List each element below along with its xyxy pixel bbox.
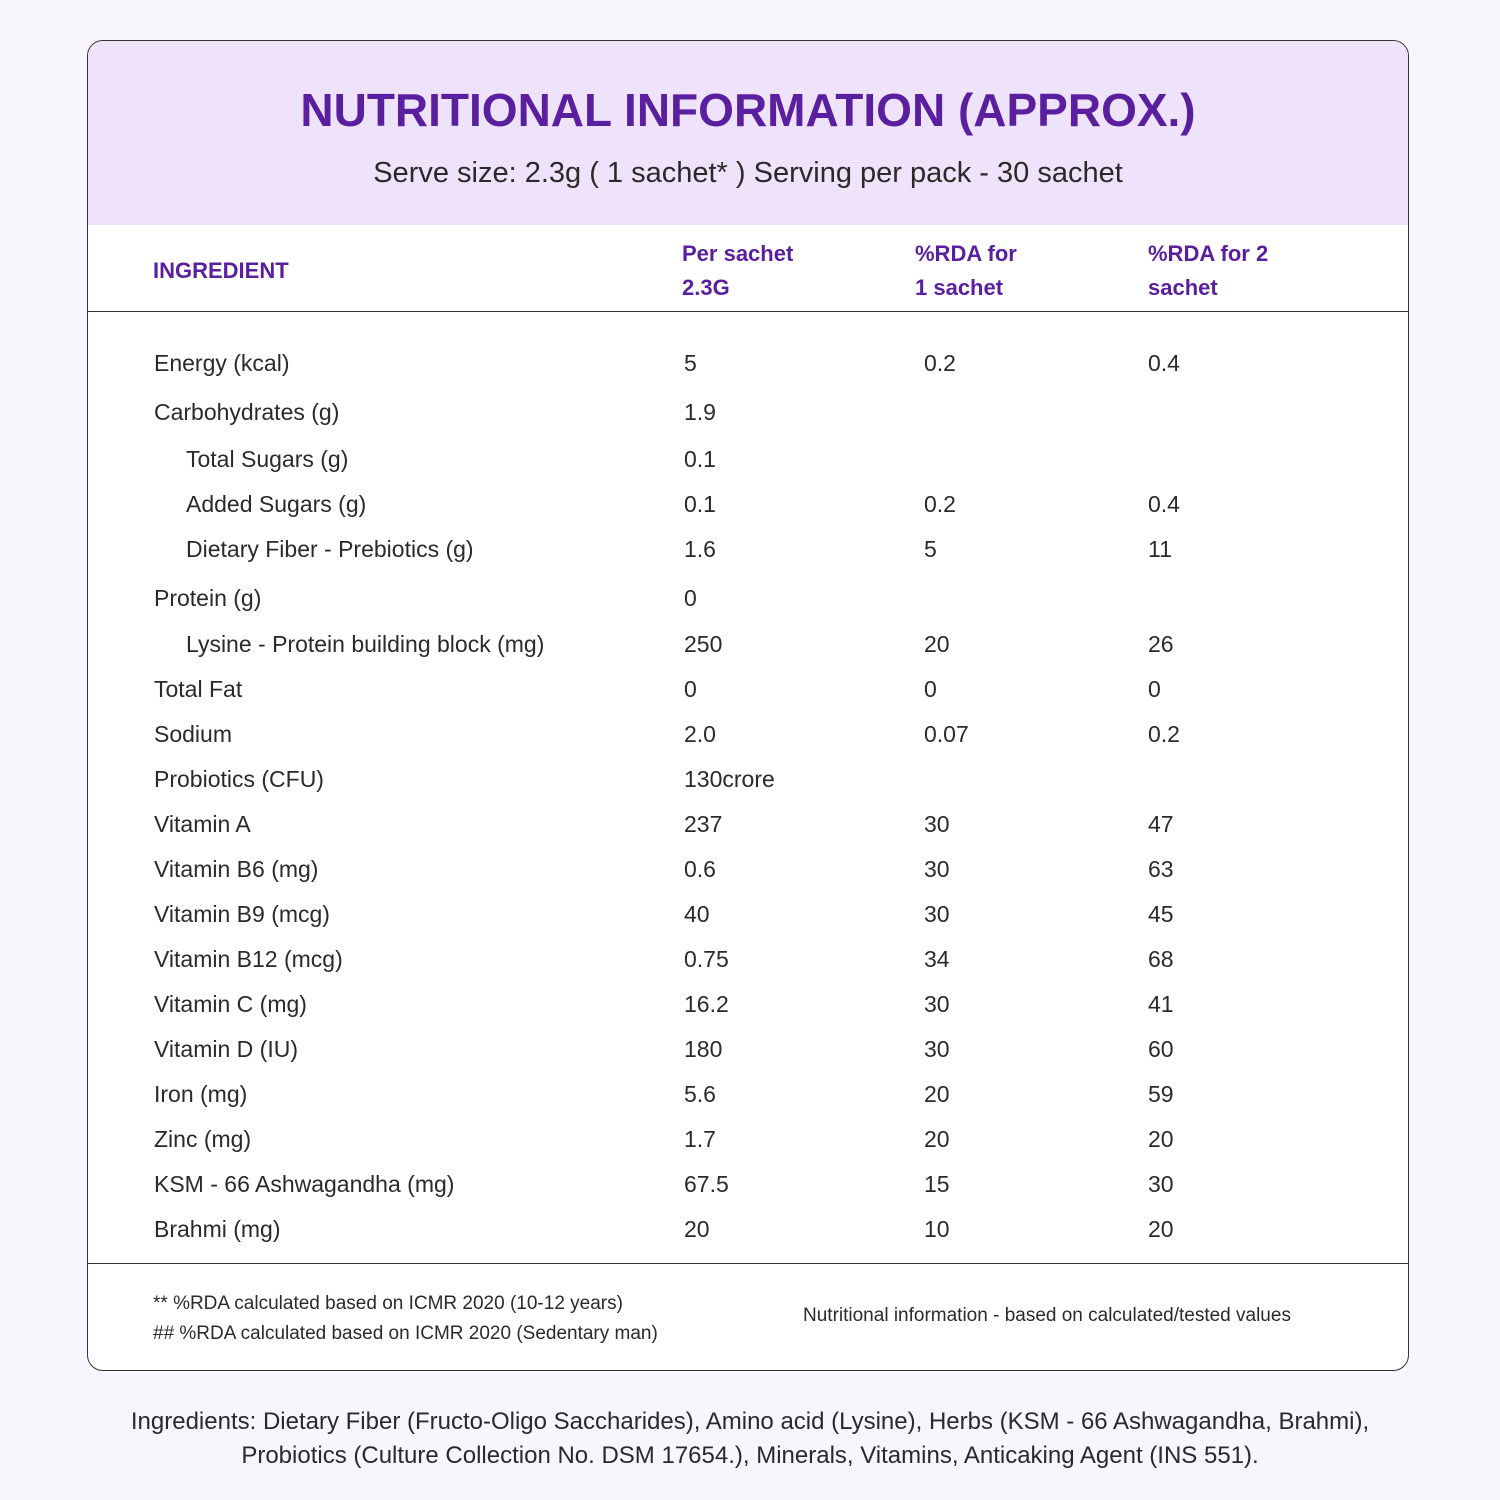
cell-value: 2.0 <box>684 721 716 747</box>
cell-value: 20 <box>924 631 950 657</box>
column-header: INGREDIENT <box>153 258 289 283</box>
cell-value: 30 <box>924 1036 950 1062</box>
cell-value: 30 <box>924 901 950 927</box>
ingredient-name: Sodium <box>154 721 232 747</box>
cell-value: 26 <box>1148 631 1174 657</box>
column-header: sachet <box>1148 275 1218 300</box>
cell-value: 1.9 <box>684 399 716 425</box>
cell-value: 0.2 <box>924 350 956 376</box>
ingredient-name: Carbohydrates (g) <box>154 399 340 425</box>
cell-value: 0 <box>1148 676 1161 702</box>
cell-value: 59 <box>1148 1081 1174 1107</box>
note: Nutritional information - based on calcu… <box>803 1305 1291 1326</box>
cell-value: 0 <box>924 676 937 702</box>
cell-value: 20 <box>684 1216 710 1242</box>
cell-value: 30 <box>1148 1171 1174 1197</box>
cell-value: 30 <box>924 991 950 1017</box>
cell-value: 0.4 <box>1148 350 1180 376</box>
ingredient-name: Zinc (mg) <box>154 1126 252 1152</box>
ingredient-name: Iron (mg) <box>154 1081 248 1107</box>
ingredient-name: Probiotics (CFU) <box>154 766 324 792</box>
footnote: ** %RDA calculated based on ICMR 2020 (1… <box>153 1293 623 1314</box>
ingredient-name: Protein (g) <box>154 585 262 611</box>
cell-value: 0.1 <box>684 491 716 517</box>
cell-value: 47 <box>1148 811 1174 837</box>
cell-value: 5.6 <box>684 1081 716 1107</box>
cell-value: 0.1 <box>684 446 716 472</box>
ingredient-name: Brahmi (mg) <box>154 1216 281 1242</box>
cell-value: 15 <box>924 1171 950 1197</box>
ingredient-name: Total Sugars (g) <box>186 446 349 472</box>
cell-value: 30 <box>924 856 950 882</box>
divider <box>88 1263 1408 1264</box>
cell-value: 180 <box>684 1036 723 1062</box>
column-header: Per sachet <box>682 241 794 266</box>
cell-value: 20 <box>1148 1216 1174 1242</box>
ingredient-name: KSM - 66 Ashwagandha (mg) <box>154 1171 455 1197</box>
cell-value: 20 <box>1148 1126 1174 1152</box>
ingredients-line: Probiotics (Culture Collection No. DSM 1… <box>241 1442 1259 1469</box>
footnote: ## %RDA calculated based on ICMR 2020 (S… <box>153 1323 658 1344</box>
cell-value: 40 <box>684 901 710 927</box>
cell-value: 34 <box>924 946 950 972</box>
cell-value: 0.75 <box>684 946 729 972</box>
cell-value: 10 <box>924 1216 950 1242</box>
cell-value: 5 <box>684 350 697 376</box>
cell-value: 0.4 <box>1148 491 1180 517</box>
ingredient-name: Vitamin B9 (mcg) <box>154 901 330 927</box>
cell-value: 60 <box>1148 1036 1174 1062</box>
column-header: 1 sachet <box>915 275 1004 300</box>
cell-value: 130crore <box>684 766 775 792</box>
ingredient-name: Energy (kcal) <box>154 350 290 376</box>
cell-value: 1.6 <box>684 536 716 562</box>
ingredient-name: Vitamin A <box>154 811 251 837</box>
cell-value: 67.5 <box>684 1171 729 1197</box>
divider <box>88 311 1408 312</box>
header-band <box>88 41 1408 225</box>
cell-value: 0.07 <box>924 721 969 747</box>
cell-value: 5 <box>924 536 937 562</box>
cell-value: 63 <box>1148 856 1174 882</box>
column-header: %RDA for <box>915 241 1017 266</box>
cell-value: 0.2 <box>1148 721 1180 747</box>
cell-value: 0 <box>684 585 697 611</box>
cell-value: 41 <box>1148 991 1174 1017</box>
ingredient-name: Total Fat <box>154 676 243 702</box>
ingredient-name: Vitamin B6 (mg) <box>154 856 319 882</box>
cell-value: 30 <box>924 811 950 837</box>
cell-value: 1.7 <box>684 1126 716 1152</box>
title: NUTRITIONAL INFORMATION (APPROX.) <box>300 84 1196 136</box>
ingredient-name: Added Sugars (g) <box>186 491 367 517</box>
column-header: %RDA for 2 <box>1148 241 1269 266</box>
cell-value: 0.2 <box>924 491 956 517</box>
cell-value: 237 <box>684 811 723 837</box>
cell-value: 16.2 <box>684 991 729 1017</box>
cell-value: 45 <box>1148 901 1174 927</box>
cell-value: 20 <box>924 1081 950 1107</box>
cell-value: 20 <box>924 1126 950 1152</box>
cell-value: 250 <box>684 631 723 657</box>
cell-value: 0 <box>684 676 697 702</box>
ingredient-name: Vitamin D (IU) <box>154 1036 298 1062</box>
column-header: 2.3G <box>682 275 730 300</box>
cell-value: 11 <box>1148 536 1172 562</box>
ingredient-name: Vitamin C (mg) <box>154 991 307 1017</box>
ingredient-name: Lysine - Protein building block (mg) <box>186 631 545 657</box>
ingredient-name: Dietary Fiber - Prebiotics (g) <box>186 536 474 562</box>
ingredient-name: Vitamin B12 (mcg) <box>154 946 343 972</box>
cell-value: 68 <box>1148 946 1174 972</box>
subtitle: Serve size: 2.3g ( 1 sachet* ) Serving p… <box>373 157 1123 189</box>
nutrition-card: NUTRITIONAL INFORMATION (APPROX.) Serve … <box>87 40 1409 1371</box>
ingredients-line: Ingredients: Dietary Fiber (Fructo-Oligo… <box>130 1408 1370 1435</box>
cell-value: 0.6 <box>684 856 716 882</box>
